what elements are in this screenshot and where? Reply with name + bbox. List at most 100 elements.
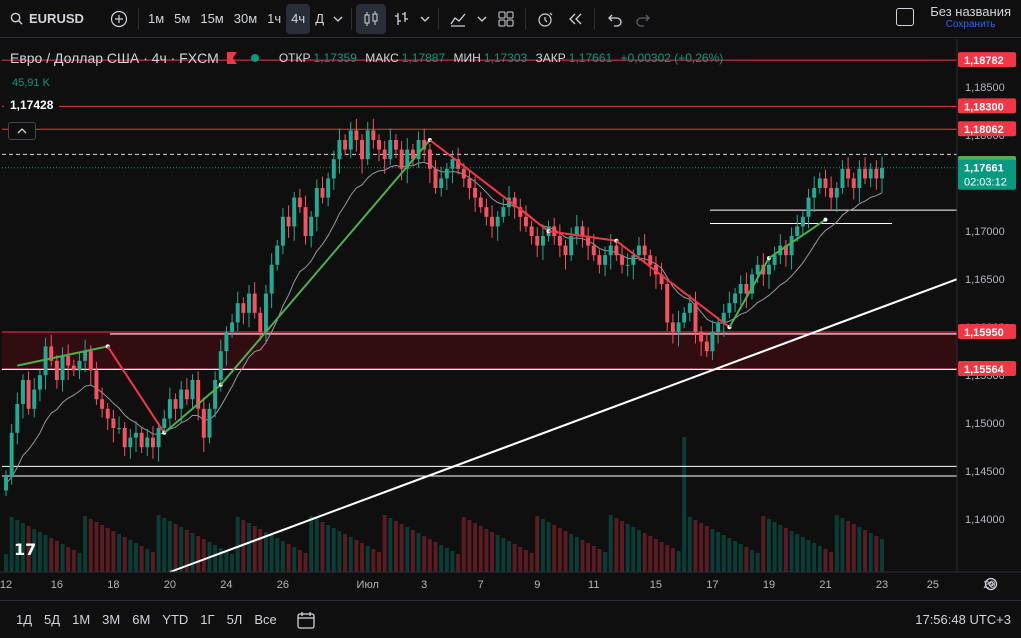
candle-body [292, 197, 297, 227]
range-1m[interactable]: 1M [72, 612, 91, 627]
volume-bar [484, 529, 489, 572]
volume-bar [721, 535, 726, 572]
candle-body [128, 437, 133, 448]
volume-bar [320, 522, 325, 572]
price-tick-label: 1,16500 [965, 274, 1005, 286]
chart-type-candles-button[interactable] [356, 3, 386, 34]
calendar-icon[interactable] [295, 609, 317, 631]
volume-bar [88, 519, 93, 572]
volume-bar [26, 526, 31, 572]
volume-bar [309, 516, 314, 572]
candle-body [682, 312, 687, 323]
candlestick-icon [364, 10, 378, 26]
volume-bar [648, 536, 653, 572]
volume-bar [224, 551, 229, 572]
interval-4h[interactable]: 4ч [286, 3, 311, 34]
candle-body [269, 264, 274, 294]
range-6m[interactable]: 6M [132, 612, 151, 627]
volume-bar [422, 536, 427, 572]
gear-icon[interactable] [983, 576, 999, 592]
redo-button[interactable] [629, 4, 659, 34]
chevron-down-icon [477, 16, 487, 22]
candle-body [54, 360, 59, 380]
undo-button[interactable] [599, 4, 629, 34]
chart-type-dropdown-button[interactable] [416, 4, 434, 34]
range-all[interactable]: Все [254, 612, 277, 627]
volume-bar [388, 518, 393, 572]
flag-icon[interactable] [226, 52, 237, 64]
candle-body [710, 332, 715, 352]
indicators-menu-button[interactable] [443, 4, 473, 34]
volume-bar [546, 522, 551, 572]
candle-body [49, 346, 54, 361]
candle-body [247, 293, 251, 313]
candle-body [806, 197, 811, 217]
volume-bar [54, 541, 59, 572]
volume-bar [173, 524, 178, 572]
volume-bar [410, 530, 415, 572]
price-marker-label: 1,18782 [964, 55, 1004, 67]
candle-body [704, 341, 709, 352]
price-chart[interactable]: 1,185001,180001,170001,165001,160001,155… [0, 39, 1021, 599]
candle-body [224, 332, 229, 352]
volume-bar [574, 537, 579, 572]
instrument-title[interactable]: Евро / Доллар США · 4ч · FXCM [10, 50, 219, 66]
interval-30m[interactable]: 30м [233, 11, 258, 26]
volume-bar [682, 437, 687, 572]
candle-body [817, 178, 822, 188]
interval-dropdown-button[interactable] [329, 4, 347, 34]
candle-body [789, 236, 794, 256]
compare-symbol-button[interactable] [104, 4, 134, 34]
volume-bar [676, 551, 681, 572]
layout-checkbox[interactable] [896, 8, 915, 26]
collapse-legend-button[interactable] [8, 122, 36, 140]
candle-body [834, 188, 839, 198]
volume-bar [846, 521, 851, 572]
interval-1m[interactable]: 1м [148, 11, 165, 26]
time-tick-label: 9 [534, 579, 540, 591]
last-price-marker [958, 159, 1016, 190]
clock-timezone[interactable]: 17:56:48 UTC+3 [915, 612, 1011, 627]
crosshair-price-label: 1,17428 [4, 96, 60, 114]
candle-body [252, 293, 257, 313]
candle-body [297, 197, 302, 208]
symbol-search-button[interactable]: EURUSD [0, 4, 104, 34]
volume-bar [354, 540, 359, 572]
candle-body [111, 418, 116, 428]
volume-bar [252, 526, 257, 572]
volume-bar [71, 550, 76, 572]
candle-body [235, 303, 240, 323]
interval-1h[interactable]: 1ч [267, 11, 282, 26]
toolbar-divider [594, 7, 595, 30]
tradingview-logo[interactable]: 17 [14, 540, 37, 559]
save-layout-link[interactable]: Сохранить [945, 19, 996, 30]
interval-5m[interactable]: 5м [174, 11, 191, 26]
volume-bar [303, 553, 308, 572]
candle-body [603, 255, 608, 265]
interval-15m[interactable]: 15м [200, 11, 224, 26]
layout-name-button[interactable]: Без названия Сохранить [930, 4, 1011, 30]
range-5y[interactable]: 5Л [226, 612, 243, 627]
volume-bar [637, 530, 641, 572]
range-ytd[interactable]: YTD [162, 612, 189, 627]
volume-bar [789, 531, 794, 572]
zigzag-segment [106, 345, 166, 434]
volume-bar [20, 523, 25, 572]
range-5d[interactable]: 5Д [44, 612, 61, 627]
range-3m[interactable]: 3M [102, 612, 121, 627]
indicators-button[interactable] [386, 4, 416, 34]
range-1y[interactable]: 1Г [200, 612, 215, 627]
price-marker-label: 1,18300 [964, 101, 1004, 113]
interval-1d[interactable]: Д [315, 11, 324, 26]
candle-body [670, 322, 675, 332]
indicators-dropdown-button[interactable] [473, 4, 491, 34]
replay-button[interactable] [560, 4, 590, 34]
volume-bar [100, 525, 105, 572]
grid-icon [498, 11, 514, 26]
top-toolbar: EURUSD 1м 5м 15м 30м 1ч 4ч Д [0, 0, 1021, 38]
range-1d[interactable]: 1Д [16, 612, 33, 627]
layouts-button[interactable] [491, 4, 521, 34]
candle-body [846, 168, 851, 179]
toolbar-divider [438, 7, 439, 30]
alert-button[interactable] [530, 4, 560, 34]
